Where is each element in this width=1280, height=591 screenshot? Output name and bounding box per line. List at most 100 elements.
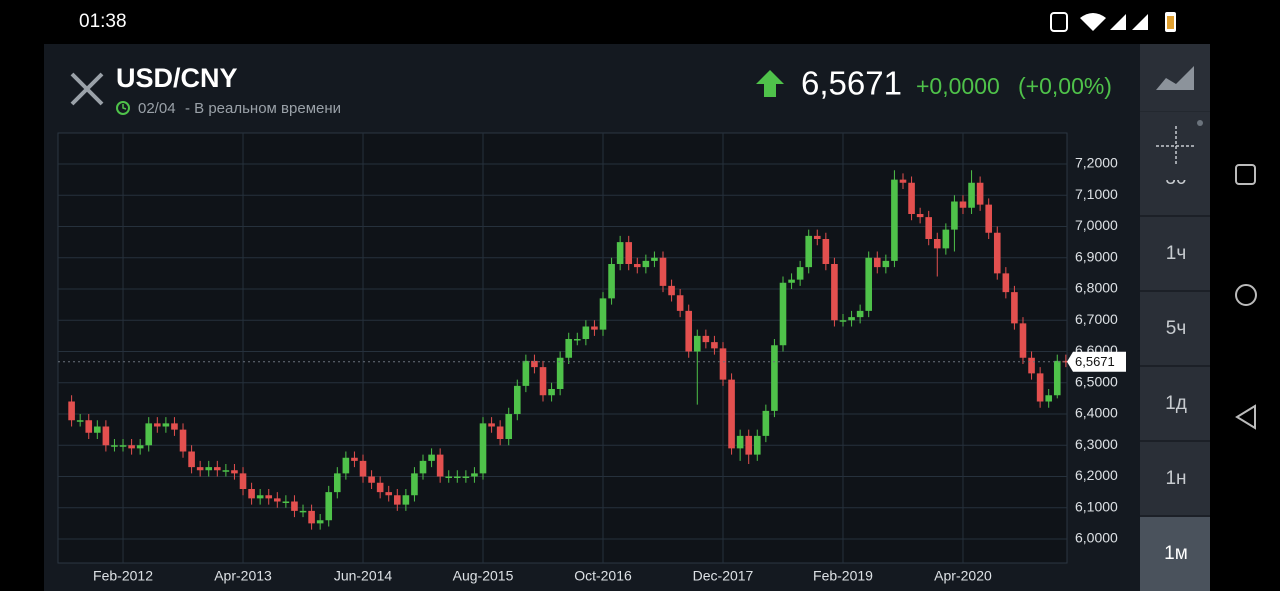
candle-body (522, 360, 530, 386)
candle-body (111, 445, 118, 447)
candle-body (779, 282, 787, 346)
candle-body (951, 201, 958, 230)
candle-body (316, 520, 324, 524)
crosshair-button[interactable] (1156, 126, 1196, 166)
candle-body (685, 310, 693, 352)
chart-type-button[interactable] (1156, 66, 1194, 90)
candle-body (736, 435, 744, 449)
candle-body (94, 426, 101, 433)
candle-body (239, 473, 247, 489)
candle-body (993, 232, 1001, 274)
candle-body (445, 476, 453, 478)
candle-body (548, 389, 555, 396)
candle-body (839, 320, 847, 322)
y-tick-label: 6,4000 (1075, 405, 1118, 421)
candle-body (1045, 395, 1052, 402)
candle-body (453, 476, 461, 478)
timeframes: 301ч5ч1д1н1м (1140, 112, 1210, 591)
timeframe-button[interactable]: 5ч (1166, 318, 1186, 339)
candle-body (925, 217, 932, 239)
y-tick-label: 6,0000 (1075, 530, 1118, 546)
x-tick-label: Oct-2016 (574, 568, 632, 584)
candle-body (702, 335, 710, 343)
timeframe-button[interactable]: 1д (1165, 393, 1187, 414)
candle-body (891, 179, 898, 261)
chart: 6,00006,10006,20006,30006,40006,50006,60… (58, 133, 1126, 584)
timeframe-button[interactable]: 1н (1165, 468, 1186, 489)
date: 02/04 (138, 100, 176, 117)
candle-body (933, 239, 941, 249)
candle-body (282, 501, 290, 503)
candle-body (368, 476, 375, 483)
candle-body (436, 454, 444, 477)
nav-recent[interactable] (1235, 164, 1256, 185)
price: 6,5671 (801, 65, 902, 102)
candle-body (942, 229, 950, 249)
candle-body (68, 401, 75, 421)
candle-body (411, 473, 418, 496)
candle-body (76, 420, 84, 422)
nav-bar (1210, 44, 1280, 591)
candle-body (214, 467, 221, 471)
status-time: 01:38 (79, 11, 127, 32)
candle-body (402, 495, 410, 505)
candle-body (145, 423, 153, 446)
candle-body (496, 426, 504, 439)
candle-body (128, 445, 135, 449)
candle-body (968, 182, 975, 208)
timeframe-button[interactable]: 1м (1164, 543, 1188, 564)
candle-body (179, 429, 187, 452)
mode: - В реальном времени (185, 100, 341, 117)
symbol: USD/CNY (116, 63, 238, 93)
candle-body (334, 473, 341, 493)
candle-body (513, 385, 521, 414)
candle-body (162, 423, 170, 427)
candle-body (539, 367, 547, 396)
candle-body (102, 426, 110, 446)
candle-body (651, 257, 658, 261)
candle-body (762, 410, 770, 436)
candle-body (608, 264, 615, 299)
candle-body (428, 454, 435, 461)
x-tick-label: Apr-2013 (214, 568, 272, 584)
candle-body (728, 379, 735, 449)
candle-body (745, 435, 753, 455)
candle-body (299, 510, 307, 513)
candle-body (85, 420, 93, 433)
candle-body (582, 326, 590, 339)
y-tick-label: 7,1000 (1075, 186, 1118, 202)
candle-body (573, 339, 581, 341)
x-tick-label: Apr-2020 (934, 568, 992, 584)
plot-area (57, 132, 1068, 564)
candle-body (642, 260, 650, 268)
candle-body (351, 457, 358, 461)
candle-body (899, 179, 907, 183)
candle-body (856, 310, 864, 318)
status-icons (1050, 12, 1176, 32)
candle-body (908, 182, 915, 214)
nav-home[interactable] (1235, 284, 1257, 306)
candle-body (788, 279, 795, 283)
candle-body (813, 235, 821, 239)
candle-body (959, 201, 967, 208)
candle-body (1053, 360, 1061, 396)
candle-body (462, 476, 470, 478)
nav-back[interactable] (1235, 404, 1256, 430)
candle-body (205, 467, 213, 471)
candle-body (616, 242, 624, 264)
x-tick-label: Aug-2015 (453, 568, 514, 584)
candle-body (1019, 323, 1027, 358)
candle-body (393, 495, 401, 505)
close-button[interactable] (70, 72, 104, 106)
candle-body (865, 257, 873, 311)
candle-body (625, 242, 633, 264)
candle-body (599, 298, 607, 330)
candle-body (325, 492, 333, 521)
candle-body (916, 214, 924, 218)
timeframe-selected-bg (1140, 516, 1210, 591)
candle-body (848, 317, 855, 321)
candle-body (385, 492, 393, 496)
timeframe-button[interactable]: 1ч (1166, 243, 1186, 264)
x-tick-label: Feb-2012 (93, 568, 153, 584)
candle-body (171, 423, 178, 430)
